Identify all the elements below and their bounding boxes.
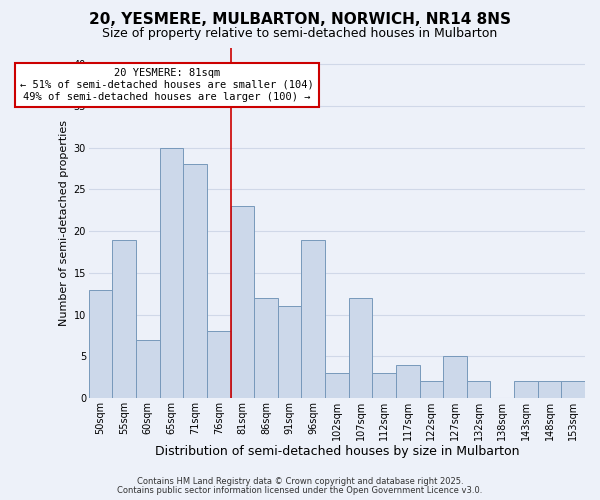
Bar [562,382,585,398]
Text: Contains HM Land Registry data © Crown copyright and database right 2025.: Contains HM Land Registry data © Crown c… [137,477,463,486]
Bar [136,340,160,398]
Text: Size of property relative to semi-detached houses in Mulbarton: Size of property relative to semi-detach… [103,28,497,40]
Bar [467,382,490,398]
Bar [514,382,538,398]
Bar [325,373,349,398]
Bar [443,356,467,398]
Bar [112,240,136,398]
Text: 20, YESMERE, MULBARTON, NORWICH, NR14 8NS: 20, YESMERE, MULBARTON, NORWICH, NR14 8N… [89,12,511,28]
Bar [396,365,419,398]
Bar [301,240,325,398]
Bar [254,298,278,398]
Bar [419,382,443,398]
Bar [89,290,112,398]
X-axis label: Distribution of semi-detached houses by size in Mulbarton: Distribution of semi-detached houses by … [155,444,519,458]
Bar [230,206,254,398]
Bar [160,148,184,398]
Y-axis label: Number of semi-detached properties: Number of semi-detached properties [59,120,70,326]
Bar [207,332,230,398]
Bar [373,373,396,398]
Text: Contains public sector information licensed under the Open Government Licence v3: Contains public sector information licen… [118,486,482,495]
Text: 20 YESMERE: 81sqm
← 51% of semi-detached houses are smaller (104)
49% of semi-de: 20 YESMERE: 81sqm ← 51% of semi-detached… [20,68,314,102]
Bar [538,382,562,398]
Bar [184,164,207,398]
Bar [278,306,301,398]
Bar [349,298,373,398]
